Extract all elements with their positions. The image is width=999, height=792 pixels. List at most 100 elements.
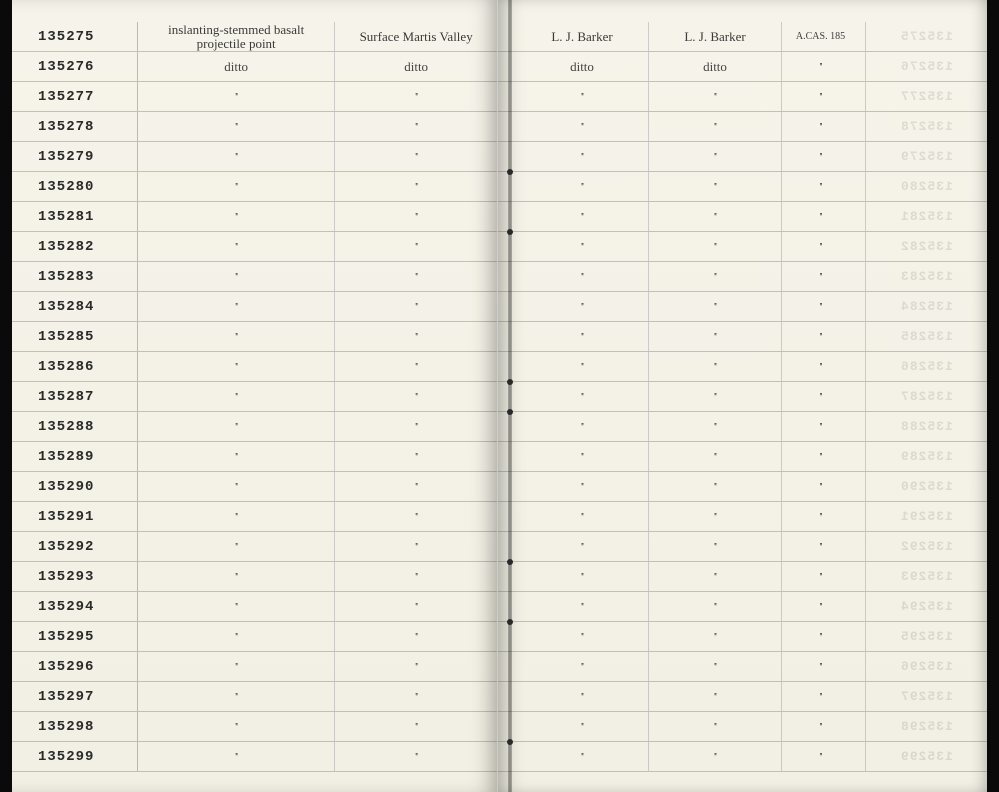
ditto-mark: ''	[415, 121, 417, 133]
location-text: Surface Martis Valley	[360, 30, 473, 44]
ghost-id: 135277	[900, 89, 953, 104]
location-cell: ''	[335, 412, 497, 441]
ditto-mark: ''	[820, 661, 822, 673]
description-cell: ''	[138, 622, 335, 651]
ledger-row: '' '' '' 135290	[498, 472, 987, 502]
catalog-id: 135285	[38, 322, 138, 351]
name1-cell: ''	[516, 232, 649, 261]
description-cell: ''	[138, 562, 335, 591]
name2-cell: ''	[649, 652, 782, 681]
name2-cell: ''	[649, 82, 782, 111]
ref-text: A.CAS. 185	[796, 32, 845, 42]
ditto-mark: ''	[235, 211, 237, 223]
name2-cell: ''	[649, 232, 782, 261]
ditto-mark: ''	[235, 481, 237, 493]
ditto-mark: ''	[820, 481, 822, 493]
ditto-mark: ''	[235, 181, 237, 193]
ledger-row: 135298 '' ''	[12, 712, 497, 742]
ghost-id: 135293	[900, 569, 953, 584]
ditto-mark: ''	[235, 151, 237, 163]
ditto-mark: ''	[415, 601, 417, 613]
ditto-mark: ''	[235, 631, 237, 643]
ditto-mark: ''	[235, 451, 237, 463]
ditto-mark: ''	[820, 91, 822, 103]
catalog-id: 135291	[38, 502, 138, 531]
ghost-cell: 135277	[866, 82, 987, 111]
catalog-id: 135295	[38, 622, 138, 651]
description-cell: ''	[138, 142, 335, 171]
ghost-cell: 135292	[866, 532, 987, 561]
ledger-row: '' '' '' 135287	[498, 382, 987, 412]
ditto-mark: ''	[415, 481, 417, 493]
ledger-row: '' '' '' 135288	[498, 412, 987, 442]
location-cell: ''	[335, 352, 497, 381]
location-cell: ''	[335, 622, 497, 651]
location-cell: ''	[335, 382, 497, 411]
location-cell: ''	[335, 502, 497, 531]
name1-cell: ''	[516, 112, 649, 141]
catalog-id: 135297	[38, 682, 138, 711]
ghost-cell: 135287	[866, 382, 987, 411]
ref-cell: ''	[782, 472, 866, 501]
name2-cell: ''	[649, 442, 782, 471]
catalog-id: 135288	[38, 412, 138, 441]
name2-cell: ''	[649, 352, 782, 381]
right-page: L. J. Barker L. J. Barker A.CAS. 185 135…	[498, 0, 987, 792]
name2-cell: ''	[649, 682, 782, 711]
name1-cell: ''	[516, 442, 649, 471]
description-cell: inslanting-stemmed basalt projectile poi…	[138, 22, 335, 51]
ditto-text: ditto	[703, 59, 727, 75]
name1-cell: ''	[516, 382, 649, 411]
name1-cell: ''	[516, 172, 649, 201]
ditto-mark: ''	[235, 361, 237, 373]
name2-cell: L. J. Barker	[649, 22, 782, 51]
ditto-mark: ''	[415, 241, 417, 253]
ditto-mark: ''	[415, 151, 417, 163]
ledger-row: 135287 '' ''	[12, 382, 497, 412]
ditto-mark: ''	[415, 751, 417, 763]
name2-cell: ''	[649, 322, 782, 351]
catalog-id: 135293	[38, 562, 138, 591]
ditto-mark: ''	[714, 271, 716, 283]
ghost-id: 135282	[900, 239, 953, 254]
name1-cell: ''	[516, 562, 649, 591]
location-cell: ''	[335, 442, 497, 471]
ditto-mark: ''	[415, 511, 417, 523]
binding-stitch	[507, 739, 513, 745]
name2-cell: ''	[649, 172, 782, 201]
ghost-cell: 135297	[866, 682, 987, 711]
ditto-mark: ''	[581, 331, 583, 343]
ditto-mark: ''	[235, 661, 237, 673]
ledger-row: 135295 '' ''	[12, 622, 497, 652]
ditto-mark: ''	[581, 751, 583, 763]
ditto-mark: ''	[581, 631, 583, 643]
ledger-row: 135282 '' ''	[12, 232, 497, 262]
binding-stitch	[507, 619, 513, 625]
ghost-cell: 135291	[866, 502, 987, 531]
ditto-mark: ''	[820, 571, 822, 583]
ditto-mark: ''	[714, 511, 716, 523]
ghost-cell: 135280	[866, 172, 987, 201]
location-cell: Surface Martis Valley	[335, 22, 497, 51]
description-cell: ''	[138, 442, 335, 471]
ditto-mark: ''	[820, 271, 822, 283]
ditto-mark: ''	[581, 571, 583, 583]
location-cell: ''	[335, 142, 497, 171]
ditto-mark: ''	[581, 211, 583, 223]
ditto-mark: ''	[714, 181, 716, 193]
ledger-row-first: L. J. Barker L. J. Barker A.CAS. 185 135…	[498, 22, 987, 52]
ditto-mark: ''	[581, 541, 583, 553]
ditto-mark: ''	[820, 751, 822, 763]
ditto-mark: ''	[581, 691, 583, 703]
ghost-cell: 135283	[866, 262, 987, 291]
location-cell: ''	[335, 82, 497, 111]
ledger-row: '' '' '' 135285	[498, 322, 987, 352]
description-cell: ''	[138, 232, 335, 261]
ditto-mark: ''	[235, 91, 237, 103]
ditto-mark: ''	[820, 331, 822, 343]
name1-cell: L. J. Barker	[516, 22, 649, 51]
ghost-cell: 135294	[866, 592, 987, 621]
ditto-mark: ''	[820, 451, 822, 463]
ditto-mark: ''	[820, 211, 822, 223]
ledger-row: '' '' '' 135281	[498, 202, 987, 232]
